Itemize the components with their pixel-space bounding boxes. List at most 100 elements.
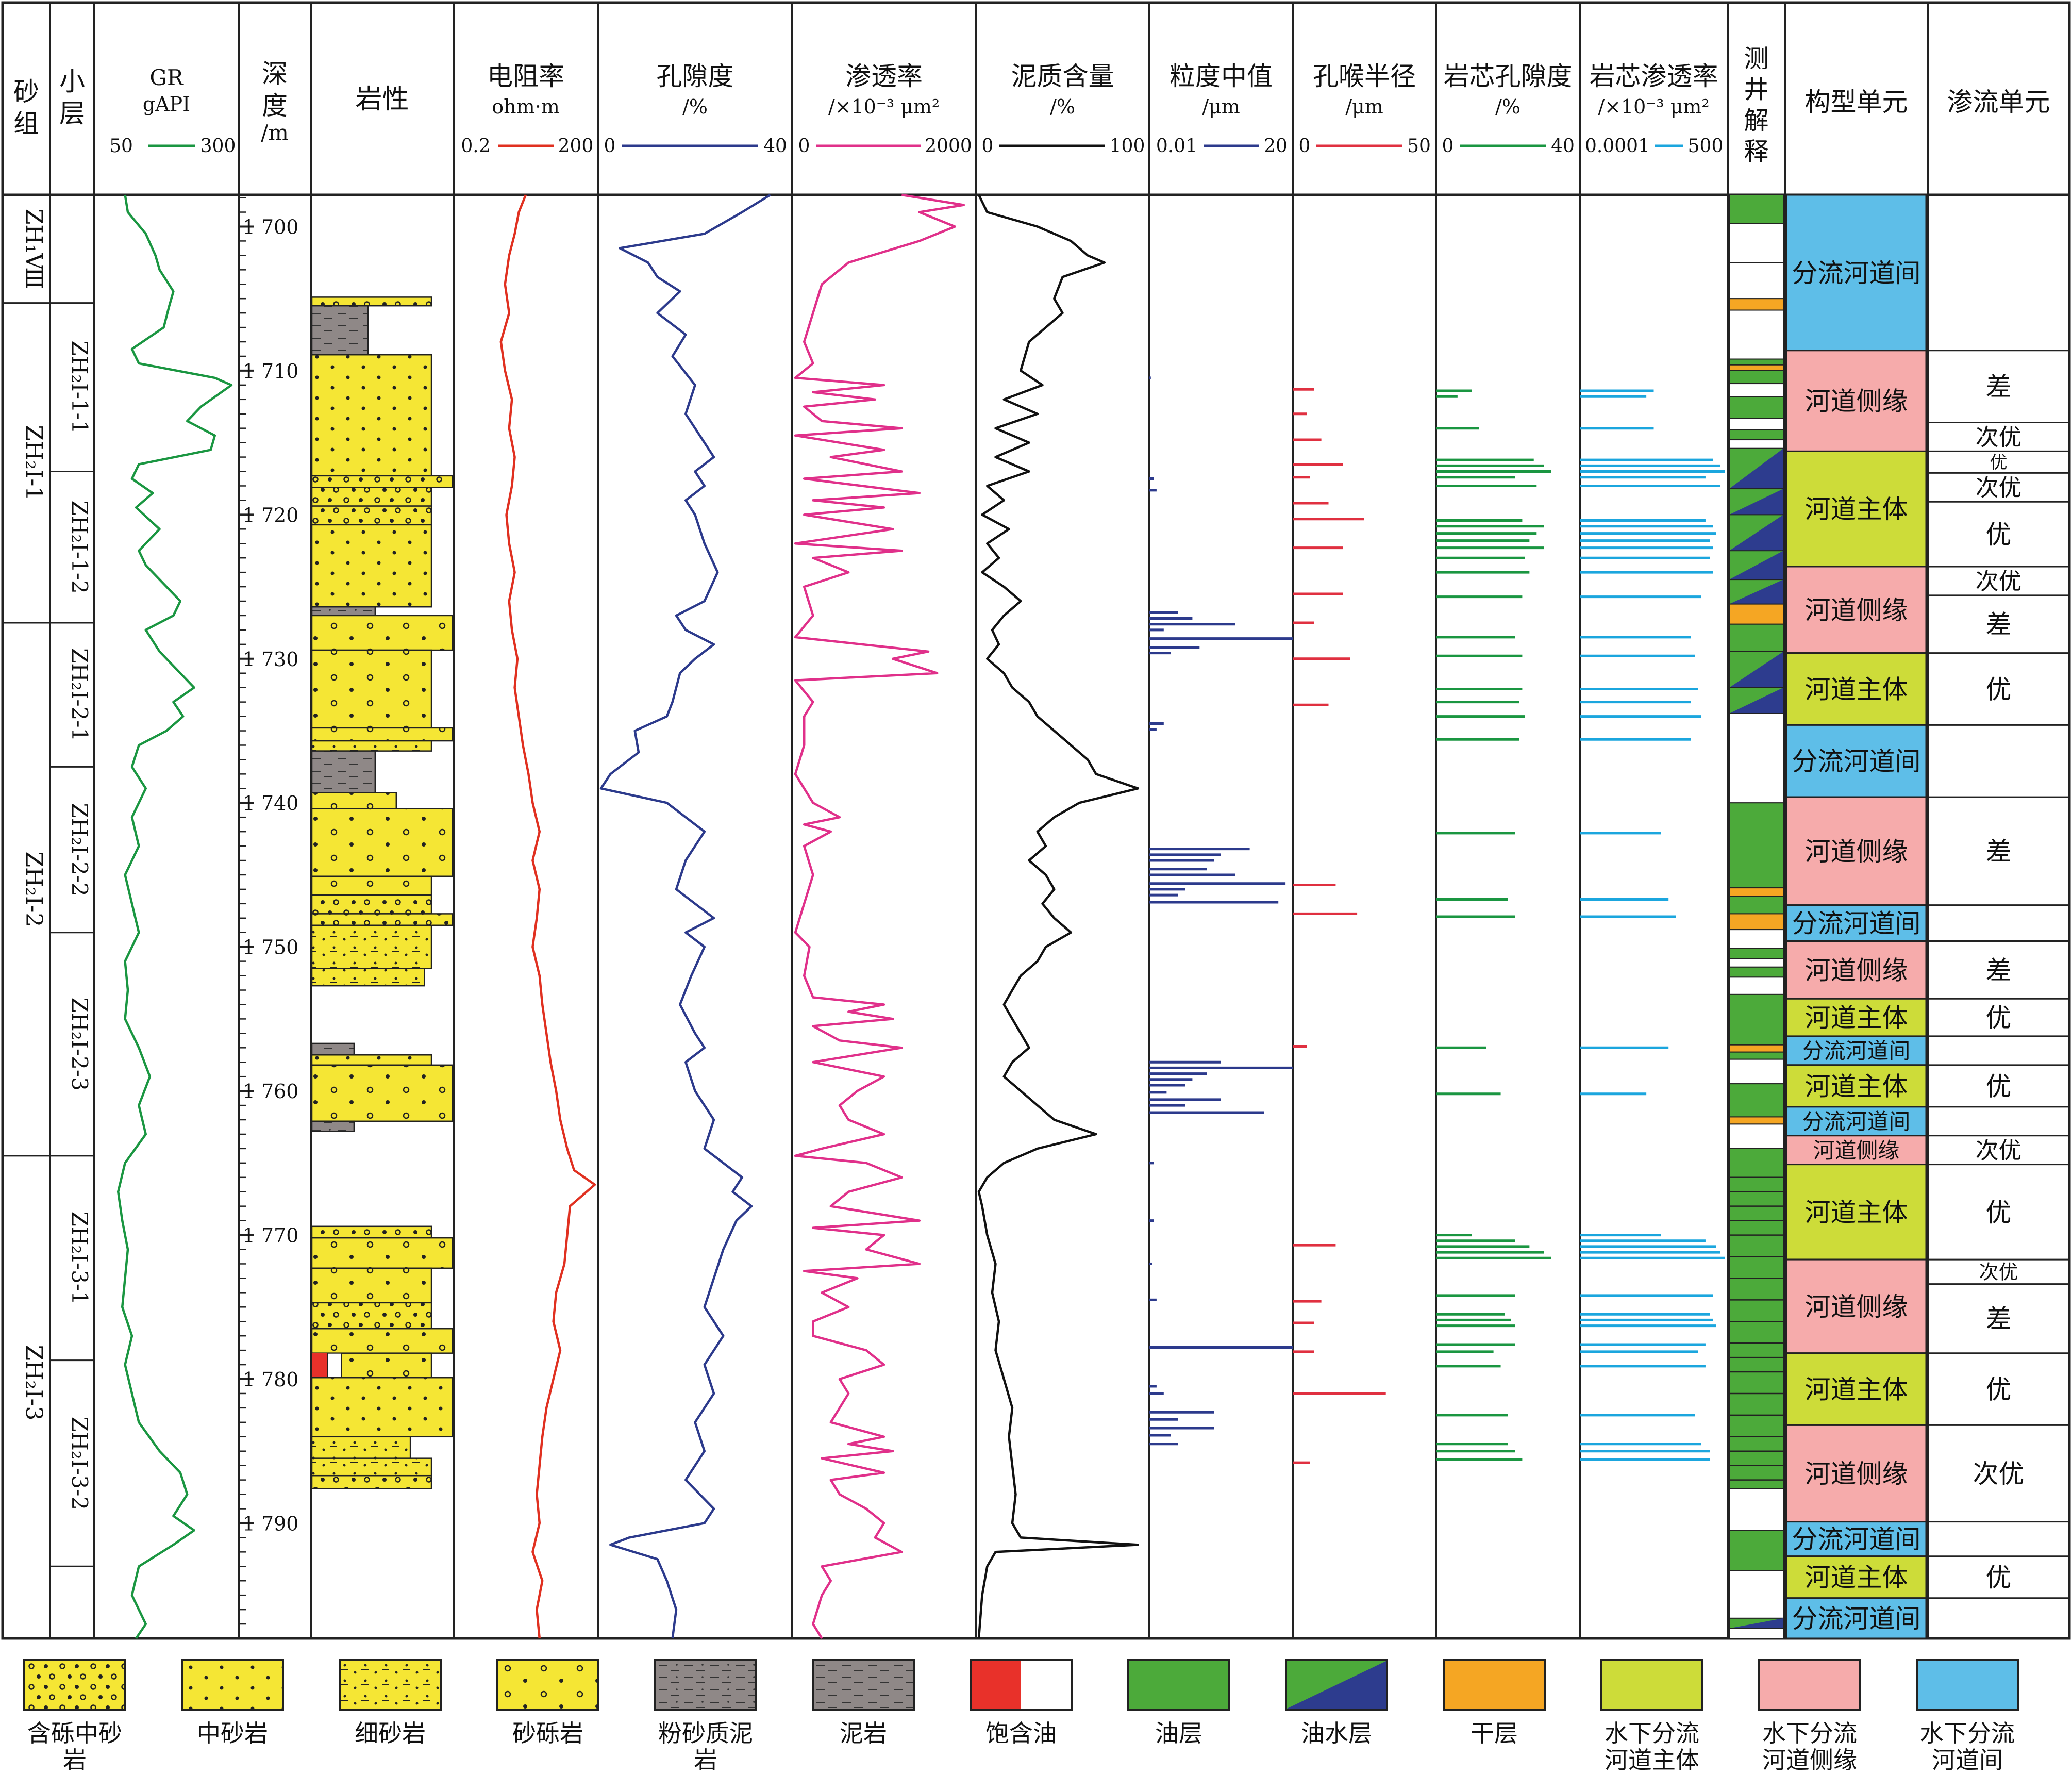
architecture-unit-main: [1785, 998, 1927, 1037]
depth-tick-label: 1 750: [243, 936, 299, 959]
legend-swatch-medium: [181, 1659, 284, 1711]
sublayer-label: ZH₂Ⅰ-2-1: [67, 648, 92, 741]
interp-oil-layer: [1729, 194, 1784, 224]
lithology-bed-conglomeratic: [311, 913, 454, 926]
interp-oil-layer: [1729, 1148, 1784, 1489]
sublayer-label: ZH₂Ⅰ-3-2: [67, 1417, 92, 1510]
interp-empty-layer: [1729, 929, 1784, 949]
legend-item: 砂砾岩: [494, 1659, 602, 1747]
interp-empty-layer: [1729, 958, 1784, 968]
interp-empty-layer: [1729, 976, 1784, 995]
architecture-unit-label: 河道侧缘: [1813, 1138, 1900, 1163]
interp-oil-water-triangle: [1729, 489, 1783, 515]
interp-oil-water-triangle: [1729, 1618, 1783, 1629]
legend-item: 粉砂质泥岩: [651, 1659, 760, 1773]
header-core-por-unit: /%: [1495, 95, 1520, 118]
lithology-bed-gravelly: [311, 1328, 454, 1354]
header-porosity-max: 40: [763, 136, 787, 157]
flow-unit-label: 次优: [1976, 474, 2021, 501]
lithology-bed-fine: [311, 1436, 411, 1459]
legend-label: 细砂岩: [355, 1719, 426, 1747]
header-core-perm-name: 岩芯渗透率: [1590, 61, 1718, 91]
interp-oil-water-triangle: [1729, 687, 1783, 714]
depth-tick-label: 1 720: [243, 504, 299, 526]
lithology-bed-fine: [311, 968, 425, 987]
lithology-bed-mudstone: [311, 750, 376, 793]
gr-curve: [116, 194, 233, 1639]
interp-oil-layer: [1729, 896, 1784, 915]
sublayer-label: ZH₂Ⅰ-1-2: [67, 501, 92, 594]
interp-empty-layer: [1729, 383, 1784, 397]
interp-oil-layer: [1729, 966, 1784, 978]
header-permeability-unit: /×10⁻³ μm²: [828, 95, 940, 118]
legend-item: 干层: [1440, 1659, 1548, 1747]
header-shale-name: 泥质含量: [1011, 61, 1114, 91]
lithology-bed-gravelly: [311, 1267, 432, 1304]
interp-empty-layer: [1729, 309, 1784, 360]
flow-unit-label: 优: [1990, 453, 2008, 473]
lithology-bed-gravelly: [311, 792, 397, 809]
oil-saturated-marker-white: [327, 1352, 342, 1379]
lithology-bed-medium: [311, 1054, 432, 1066]
flow-unit-label: 次优: [1976, 1137, 2021, 1164]
sand-group-label: ZH₁Ⅷ: [21, 209, 47, 289]
flow-unit-label: 差: [1986, 372, 2012, 402]
header-porosity-unit: /%: [682, 95, 708, 118]
flow-unit-label: 差: [1986, 837, 2012, 867]
chart-frame: [1, 1, 2071, 1640]
interp-oil-layer: [1729, 1083, 1784, 1118]
interp-dry-layer: [1729, 364, 1784, 371]
interp-dry-layer: [1729, 1044, 1784, 1053]
legend-swatch-gravelly: [496, 1659, 599, 1711]
header-porosity-name: 孔隙度: [657, 61, 734, 91]
sand-group-label: ZH₂Ⅰ-3: [21, 1345, 47, 1421]
legend-label: 水下分流 河道间: [1920, 1719, 2015, 1774]
interp-empty-layer: [1729, 1570, 1784, 1619]
flow-unit-label: 差: [1986, 1304, 2012, 1334]
lithology-bed-conglomeratic: [311, 1302, 432, 1330]
interp-empty-layer: [1729, 418, 1784, 430]
legend-swatch-main: [1600, 1659, 1703, 1711]
sublayer-label: ZH₂Ⅰ-1-1: [67, 341, 92, 434]
header-throat-name: 孔喉半径: [1313, 61, 1416, 91]
architecture-unit-inter: [1785, 724, 1927, 798]
legend-item: 油水层: [1282, 1659, 1391, 1747]
interp-oil-layer: [1729, 1051, 1784, 1060]
flow-unit-label: 次优: [1973, 1459, 2025, 1489]
lithology-bed-conglomeratic: [311, 894, 432, 915]
lithology-bed-conglomeratic: [311, 296, 432, 307]
architecture-unit-margin: [1785, 1135, 1927, 1166]
header-permeability-max: 2000: [925, 136, 972, 157]
header-depth-name: 度: [262, 91, 288, 121]
architecture-unit-main: [1785, 1352, 1927, 1426]
header-resistivity-min: 0.2: [461, 136, 490, 157]
lithology-bed-conglomeratic: [311, 475, 454, 488]
architecture-unit-label: 分流河道间: [1802, 1038, 1911, 1064]
architecture-unit-label: 分流河道间: [1802, 1109, 1911, 1134]
legend-item: 水下分流 河道主体: [1598, 1659, 1706, 1773]
interp-oil-water-triangle: [1729, 551, 1783, 580]
flow-unit-label: 优: [1986, 1375, 2012, 1405]
interp-dry-layer: [1729, 603, 1784, 625]
legend-item: 油层: [1125, 1659, 1233, 1747]
interp-empty-layer: [1729, 439, 1784, 449]
header-lithology: 岩性: [355, 84, 409, 115]
lithology-bed-conglomeratic: [311, 1474, 432, 1489]
resistivity-curve: [499, 194, 596, 1639]
legend-item: 水下分流 河道间: [1913, 1659, 2021, 1773]
architecture-unit-inter: [1785, 1597, 1927, 1639]
lithology-bed-gravelly: [311, 727, 454, 742]
depth-tick-label: 1 700: [243, 215, 299, 238]
flow-unit-label: 优: [1986, 1563, 2012, 1593]
architecture-unit-label: 河道主体: [1805, 674, 1908, 704]
interp-oil-layer: [1729, 1530, 1784, 1571]
header-log-interp: 井: [1744, 75, 1768, 104]
sand-group-label: ZH₂Ⅰ-1: [21, 425, 47, 501]
legend-swatch-mudstone: [812, 1659, 915, 1711]
architecture-unit-label: 分流河道间: [1792, 909, 1921, 939]
header-core-perm-min: 0.0001: [1585, 136, 1650, 157]
header-flow-unit: 渗流单元: [1947, 87, 2050, 117]
permeability-curve: [794, 193, 965, 1639]
sand-group-label: ZH₂Ⅰ-2: [21, 851, 47, 927]
flow-unit-label: 优: [1986, 1198, 2012, 1228]
